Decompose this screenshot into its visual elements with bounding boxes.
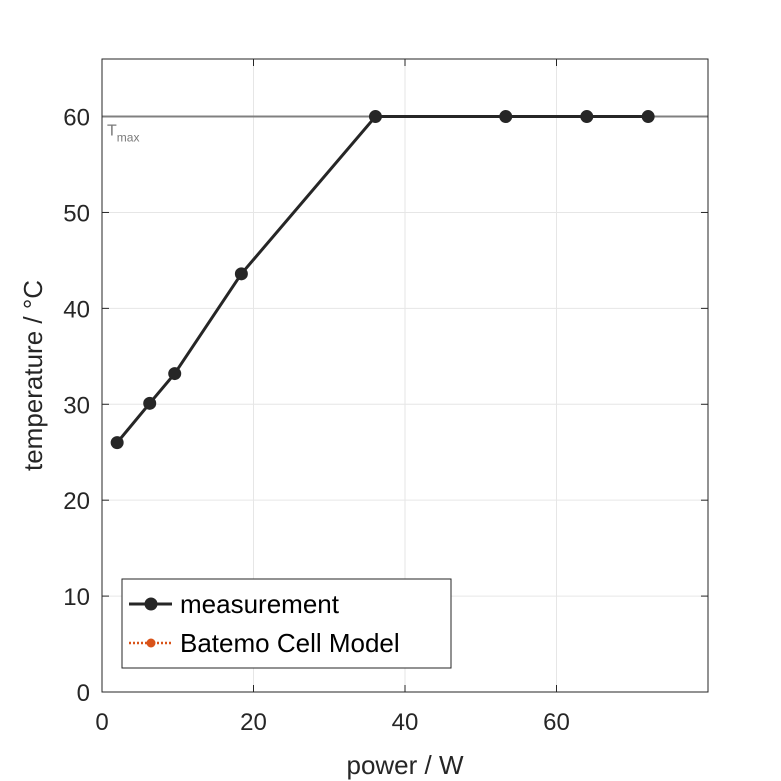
- legend-swatch-marker: [146, 638, 156, 648]
- series-line: [115, 115, 649, 444]
- y-tick-label: 30: [63, 392, 90, 419]
- tmax-label-main: T: [107, 123, 117, 140]
- y-tick-label: 0: [77, 680, 90, 707]
- y-tick-labels: 0 10 20 30 40 50 60: [63, 105, 90, 707]
- x-tick-label: 0: [95, 709, 108, 736]
- x-tick-label: 40: [392, 709, 419, 736]
- y-tick-label: 50: [63, 200, 90, 227]
- x-tick-labels: 0 20 40 60: [95, 709, 570, 736]
- legend-box: [121, 578, 452, 669]
- data-point: [110, 436, 124, 450]
- y-tick-label: 20: [63, 488, 90, 515]
- y-tick-label: 40: [63, 296, 90, 323]
- legend-label: measurement: [180, 589, 340, 619]
- series-group: [110, 110, 655, 450]
- legend-swatch-marker: [144, 597, 158, 611]
- data-point: [499, 110, 513, 124]
- tmax-label: Tmax: [107, 123, 139, 145]
- data-point: [168, 367, 182, 381]
- x-axis-label: power / W: [346, 750, 463, 780]
- data-point: [234, 267, 248, 281]
- y-tick-label: 60: [63, 105, 90, 132]
- legend-items: measurement Batemo Cell Model: [129, 589, 400, 658]
- plot-area-frame: [101, 58, 709, 693]
- data-point: [580, 110, 594, 124]
- data-point: [143, 396, 157, 410]
- y-tick-label: 10: [63, 584, 90, 611]
- x-tick-label: 60: [543, 709, 570, 736]
- legend: measurement Batemo Cell Model: [121, 578, 452, 669]
- data-point: [641, 110, 655, 124]
- legend-label: Batemo Cell Model: [180, 628, 400, 658]
- y-axis-label: temperature / °C: [18, 280, 48, 471]
- x-tick-label: 20: [240, 709, 267, 736]
- tmax-label-sub: max: [117, 131, 140, 145]
- data-point: [368, 110, 382, 124]
